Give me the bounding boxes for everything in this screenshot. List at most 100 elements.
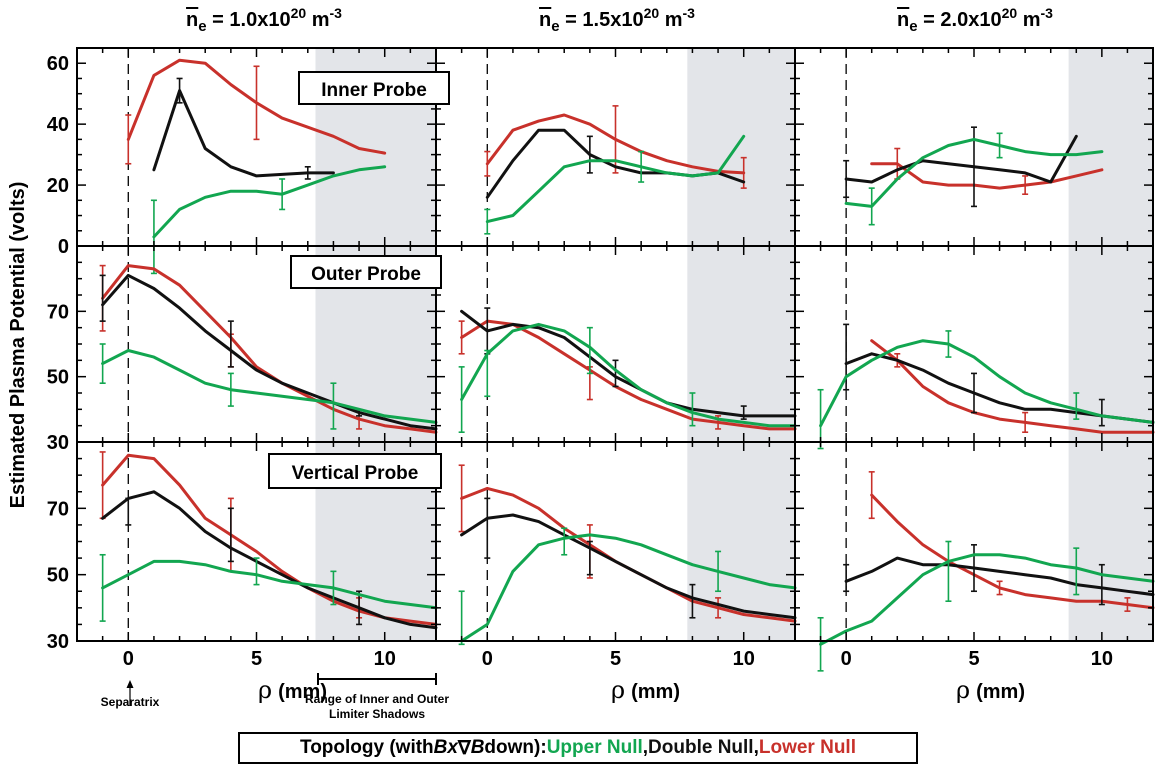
series-line-upper-null — [460, 322, 797, 428]
limiter-shadow-region — [687, 246, 795, 442]
x-tick-label: 10 — [733, 648, 755, 670]
x-tick-label: 0 — [482, 648, 493, 670]
svg-text:Separatrix: Separatrix — [101, 695, 160, 709]
error-bar — [638, 150, 645, 183]
limiter-shadow-region — [687, 48, 795, 246]
x-tick-label: 0 — [123, 648, 134, 670]
error-bar — [945, 540, 952, 603]
error-bar — [458, 366, 465, 434]
y-tick-label: 50 — [47, 367, 69, 389]
y-tick-label: 70 — [47, 498, 69, 520]
legend-sep: , — [753, 737, 759, 758]
legend-b: B — [470, 737, 485, 758]
error-bar — [740, 405, 747, 420]
series-line-double-null — [101, 273, 438, 431]
error-bar — [99, 274, 106, 322]
error-bar — [868, 471, 875, 520]
error-bar — [458, 590, 465, 646]
legend-nabla: ∇ — [457, 737, 471, 759]
error-bar — [253, 557, 260, 586]
error-bar — [279, 178, 286, 211]
svg-text:Range of Inner and Outer: Range of Inner and Outer — [305, 692, 449, 706]
legend-suffix: down): — [484, 737, 547, 758]
series-line-lower-null — [460, 319, 797, 431]
error-bar — [99, 451, 106, 520]
column-title: ne = 2.0x1020 m-3 — [897, 5, 1053, 35]
error-bar — [612, 359, 619, 388]
error-bar — [125, 114, 132, 165]
series-line-upper-null — [152, 165, 387, 239]
x-tick-label: 0 — [841, 648, 852, 670]
error-bar — [1073, 392, 1080, 420]
error-bar — [330, 382, 337, 430]
error-bar — [971, 544, 977, 593]
legend-upper-null: Upper Null — [546, 737, 643, 758]
error-bar — [715, 597, 722, 619]
y-tick-label: 20 — [47, 175, 69, 197]
x-tick-label: 5 — [251, 648, 262, 670]
error-bar — [868, 187, 875, 226]
series-line-upper-null — [101, 559, 438, 610]
series-line-double-null — [844, 134, 1078, 184]
x-tick-label: 5 — [610, 648, 621, 670]
error-bar — [1022, 411, 1029, 434]
row-label-outer: Outer Probe — [290, 255, 442, 289]
legend-bx: Bx — [433, 737, 458, 758]
y-tick-label: 60 — [47, 53, 69, 75]
error-bar — [689, 392, 696, 427]
column-title: ne = 1.5x1020 m-3 — [539, 5, 695, 35]
error-bar — [1073, 547, 1080, 596]
series-line-upper-null — [844, 137, 1104, 208]
svg-text:Limiter Shadows: Limiter Shadows — [329, 707, 425, 721]
series-line-upper-null — [460, 533, 797, 643]
series-line-upper-null — [485, 134, 746, 224]
error-bar — [227, 320, 234, 368]
y-tick-label: 70 — [47, 301, 69, 323]
error-bar — [330, 570, 337, 606]
limiter-shadow-region — [1068, 48, 1153, 246]
series-line-upper-null — [819, 553, 1155, 646]
limiter-shadow-region — [1068, 246, 1153, 442]
error-bar — [843, 159, 850, 199]
separatrix-annotation: Separatrix — [101, 680, 160, 709]
legend-double-null: Double Null — [648, 737, 754, 758]
error-bar — [586, 135, 593, 174]
y-tick-label: 0 — [58, 236, 69, 258]
svg-text:Vertical Probe: Vertical Probe — [292, 463, 419, 484]
error-bar — [458, 464, 465, 533]
error-bar — [996, 580, 1003, 596]
series-line-lower-null — [870, 162, 1104, 190]
error-bar — [99, 553, 106, 622]
x-tick-label: 10 — [374, 648, 396, 670]
error-bar — [150, 199, 157, 275]
series-line-double-null — [460, 513, 797, 620]
x-axis-label: ρ (mm) — [956, 676, 1025, 704]
series-line-upper-null — [101, 349, 438, 424]
series-line-lower-null — [870, 339, 1155, 434]
error-bar — [1098, 398, 1105, 427]
y-axis-label: Estimated Plasma Potential (volts) — [7, 182, 29, 509]
row-label-inner: Inner Probe — [298, 71, 450, 105]
legend-sep: , — [642, 737, 649, 758]
y-tick-label: 30 — [47, 432, 69, 454]
error-bar — [458, 320, 465, 355]
series-line-double-null — [460, 309, 797, 418]
error-bar — [1022, 175, 1029, 196]
x-axis-label: ρ (mm) — [611, 676, 680, 704]
error-bar — [227, 372, 234, 407]
svg-text:Inner Probe: Inner Probe — [321, 80, 427, 101]
y-tick-label: 30 — [47, 631, 69, 653]
x-tick-label: 10 — [1091, 648, 1113, 670]
row-label-vertical: Vertical Probe — [268, 453, 442, 489]
series-line-lower-null — [870, 493, 1155, 610]
svg-text:Outer Probe: Outer Probe — [311, 264, 421, 285]
error-bar — [125, 497, 132, 526]
error-bar — [227, 507, 234, 563]
error-bar — [586, 540, 593, 576]
error-bar — [561, 527, 568, 556]
legend-lower-null: Lower Null — [758, 737, 856, 758]
error-bar — [971, 372, 977, 414]
y-tick-label: 40 — [47, 114, 69, 136]
error-bar — [304, 166, 311, 180]
shadow-range-annotation: Range of Inner and Outer Limiter Shadows — [305, 673, 449, 721]
